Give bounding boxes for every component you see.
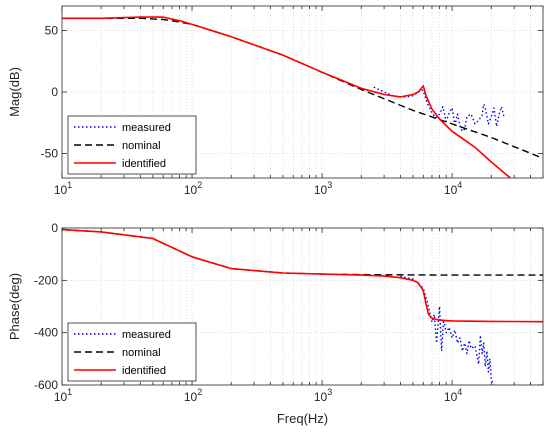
chart1-x-tick-base: 10	[444, 390, 458, 404]
chart1-x-tick-label: 101	[54, 387, 72, 404]
chart1-grid	[62, 228, 543, 385]
chart1-series-identified	[62, 228, 543, 323]
chart0-x-tick-label: 102	[184, 180, 202, 197]
chart1-x-tick-exp: 2	[197, 387, 202, 397]
chart1-x-tick-exp: 3	[327, 387, 332, 397]
chart0-series-group	[62, 16, 543, 178]
chart1-axes-box	[61, 227, 544, 386]
chart0-x-tick-base: 10	[54, 183, 68, 197]
chart1-y-tick-label: 0	[51, 221, 58, 235]
chart1-legend: measured nominal identified	[67, 322, 197, 382]
chart1-x-tick-base: 10	[54, 390, 68, 404]
chart0-legend-label-identified: identified	[122, 158, 166, 170]
chart0-x-tick-exp: 4	[457, 180, 462, 190]
chart0-series-identified	[62, 16, 511, 178]
magnitude-plot: 101 102 103 104-50050Mag(dB)measurednominal…	[7, 5, 544, 197]
chart1-x-axis-label: Freq(Hz)	[277, 411, 328, 426]
chart1-series-group	[62, 228, 543, 385]
chart0-legend-label-measured: measured	[122, 122, 171, 134]
chart1-legend-label-identified: identified	[122, 365, 166, 377]
chart1-x-tick-exp: 1	[67, 387, 72, 397]
chart1-legend-label-measured: measured	[122, 329, 171, 341]
chart0-y-tick-label: -50	[41, 146, 59, 160]
chart1-y-tick-label: -200	[34, 273, 58, 287]
chart0-x-tick-label: 104	[444, 180, 462, 197]
chart0-grid	[62, 6, 543, 178]
chart0-y-axis-label: Mag(dB)	[7, 67, 22, 117]
chart0-y-tick-label: 50	[45, 24, 59, 38]
chart0-x-tick-label: 103	[314, 180, 332, 197]
chart0-y-tick-label: 0	[51, 85, 58, 99]
chart0-x-tick-exp: 1	[67, 180, 72, 190]
chart1-y-axis-label: Phase(deg)	[7, 273, 22, 340]
chart0-legend: measured nominal identified	[67, 115, 197, 175]
chart0-x-tick-label: 101	[54, 180, 72, 197]
chart0-x-tick-exp: 3	[327, 180, 332, 190]
chart1-y-tick-label: -400	[34, 326, 58, 340]
chart1-legend-label-nominal: nominal	[122, 347, 161, 359]
chart0-legend-label-nominal: nominal	[122, 140, 161, 152]
chart1-x-tick-base: 10	[314, 390, 328, 404]
phase-plot: 101 102 103 104-600-400-2000Phase(deg)Freq(…	[7, 221, 544, 426]
chart1-x-tick-label: 104	[444, 387, 462, 404]
chart1-x-tick-label: 103	[314, 387, 332, 404]
chart0-x-tick-exp: 2	[197, 180, 202, 190]
chart1-x-tick-base: 10	[184, 390, 198, 404]
chart0-x-tick-base: 10	[314, 183, 328, 197]
chart1-x-tick-exp: 4	[457, 387, 462, 397]
chart1-x-tick-label: 102	[184, 387, 202, 404]
chart0-x-tick-base: 10	[444, 183, 458, 197]
chart0-x-tick-base: 10	[184, 183, 198, 197]
chart1-y-tick-label: -600	[34, 378, 58, 392]
